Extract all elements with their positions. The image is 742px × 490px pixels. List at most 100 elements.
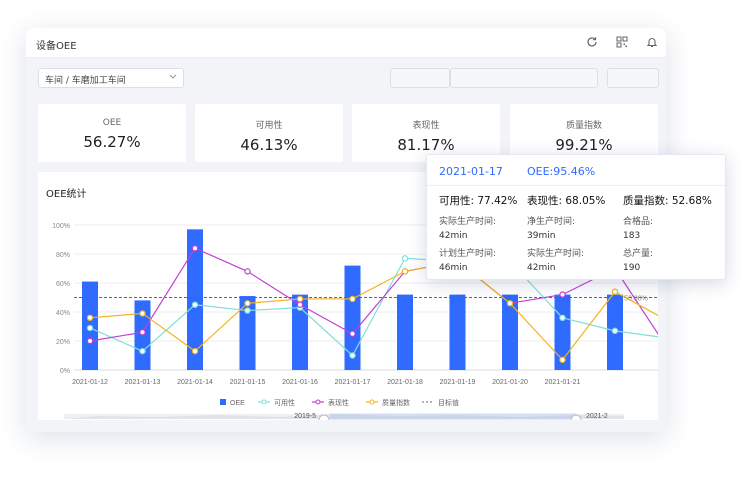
legend-oee-label: OEE: [230, 400, 245, 407]
performance-point: [191, 244, 199, 252]
x-tick-label: 2021-01-20: [492, 379, 528, 386]
detail-key: 净生产时间:: [527, 217, 576, 227]
kpi-value: 81.17%: [397, 136, 455, 154]
x-tick-label: 2021-01-17: [335, 379, 371, 386]
workshop-select-value: 车间 / 车磨加工车间: [45, 76, 126, 86]
legend-availability-label: 可用性: [274, 398, 295, 407]
performance-point: [244, 268, 251, 275]
x-tick-label: 2021-01-12: [72, 379, 108, 386]
availability-point: [191, 301, 199, 308]
kpi-card-quality: 质量指数 99.21%: [510, 104, 658, 162]
kpi-value: 56.27%: [83, 133, 141, 151]
detail-key: 总产量:: [623, 249, 654, 259]
performance-line: [89, 247, 658, 342]
availability-line: [89, 257, 658, 357]
chevron-down-icon: [169, 72, 177, 83]
y-tick-label: 40%: [56, 310, 70, 317]
performance-point: [86, 337, 94, 345]
performance-point: [349, 330, 356, 337]
detail-value: 42min: [527, 263, 556, 273]
oee-bar: [397, 294, 413, 370]
performance-point: [559, 291, 566, 298]
zoom-start-handle: [318, 414, 330, 420]
tooltip-quality: 质量指数: 52.68%: [623, 195, 712, 207]
detail-key: 实际生产时间:: [439, 217, 497, 227]
detail-value: 190: [623, 263, 641, 273]
detail-key: 合格品:: [623, 217, 654, 227]
detail-value: 39min: [527, 231, 556, 241]
refresh-icon[interactable]: [584, 34, 600, 50]
oee-bar: [239, 296, 256, 370]
quality-point: [191, 347, 199, 355]
tooltip-detail: 净生产时间: 39min: [527, 215, 575, 243]
legend-performance-marker: [315, 399, 321, 405]
detail-key: 实际生产时间:: [527, 249, 585, 259]
quality-point: [244, 300, 251, 307]
detail-key: 计划生产时间:: [439, 249, 497, 259]
kpi-label: OEE: [102, 118, 122, 128]
oee-bar: [292, 294, 308, 370]
tooltip-detail: 总产量: 190: [623, 247, 653, 275]
date-end-picker[interactable]: [450, 68, 598, 88]
y-tick-label: 0%: [60, 368, 70, 375]
availability-point: [86, 324, 94, 332]
page-title: 设备OEE: [36, 41, 77, 52]
oee-bar: [502, 294, 518, 370]
qrcode-icon[interactable]: [614, 34, 630, 50]
quality-point: [559, 356, 566, 364]
availability-point: [349, 352, 356, 359]
zoom-end-handle: [570, 414, 582, 420]
quality-point: [401, 268, 409, 275]
kpi-label: 质量指数: [565, 121, 602, 131]
oee-bar: [449, 294, 466, 370]
legend-quality-marker: [369, 399, 375, 405]
target-value-label: 50.00%: [624, 296, 648, 303]
zoom-end-label: 2021-2: [586, 413, 608, 420]
workshop-select[interactable]: 车间 / 车磨加工车间: [38, 68, 184, 88]
quality-point: [349, 295, 356, 303]
chart-tooltip: 2021-01-17 OEE:95.46% 可用性: 77.42% 表现性: 6…: [426, 154, 726, 280]
quality-point: [139, 310, 146, 317]
x-tick-label: 2021-01-15: [230, 379, 266, 386]
detail-value: 46min: [439, 263, 468, 273]
availability-point: [139, 347, 146, 355]
legend-quality-label: 质量指数: [382, 398, 410, 407]
availability-point: [244, 307, 251, 314]
legend-availability-marker: [261, 399, 267, 405]
tooltip-oee: OEE:95.46%: [527, 165, 596, 178]
availability-point: [401, 255, 409, 262]
kpi-label: 可用性: [255, 121, 283, 131]
oee-bar: [187, 229, 203, 370]
x-tick-label: 2021-01-21: [545, 379, 581, 386]
x-tick-label: 2021-01-13: [125, 379, 161, 386]
bell-icon[interactable]: [644, 34, 660, 50]
tooltip-detail: 实际生产时间: 42min: [527, 247, 584, 275]
kpi-row: OEE 56.27% 可用性 46.13% 表现性 81.17% 质量指数 99…: [38, 104, 658, 162]
performance-point: [139, 329, 146, 336]
filter-toolbar: 车间 / 车磨加工车间: [26, 58, 666, 102]
tooltip-date: 2021-01-17: [439, 165, 503, 178]
title-bar: 设备OEE: [26, 28, 666, 58]
kpi-card-availability: 可用性 46.13%: [195, 104, 343, 162]
x-tick-label: 2021-01-16: [282, 379, 318, 386]
quality-line: [89, 260, 658, 361]
tooltip-performance: 表现性: 68.05%: [527, 195, 606, 207]
y-tick-label: 60%: [56, 281, 70, 288]
y-tick-label: 100%: [52, 223, 70, 230]
legend-oee-swatch: [220, 399, 226, 405]
query-button[interactable]: [607, 68, 659, 88]
kpi-value: 46.13%: [240, 136, 298, 154]
tooltip-detail: 实际生产时间: 42min: [439, 215, 496, 243]
kpi-card-oee: OEE 56.27%: [38, 104, 186, 162]
quality-point: [296, 295, 304, 303]
performance-point: [296, 301, 304, 308]
tooltip-availability: 可用性: 77.42%: [439, 195, 518, 207]
tooltip-divider: [427, 185, 725, 186]
legend-performance-label: 表现性: [328, 398, 349, 407]
detail-value: 42min: [439, 231, 468, 241]
tooltip-detail: 计划生产时间: 46min: [439, 247, 496, 275]
date-start-picker[interactable]: [390, 68, 450, 88]
x-tick-label: 2021-01-18: [387, 379, 423, 386]
tooltip-detail: 合格品: 183: [623, 215, 653, 243]
y-tick-label: 20%: [56, 339, 70, 346]
